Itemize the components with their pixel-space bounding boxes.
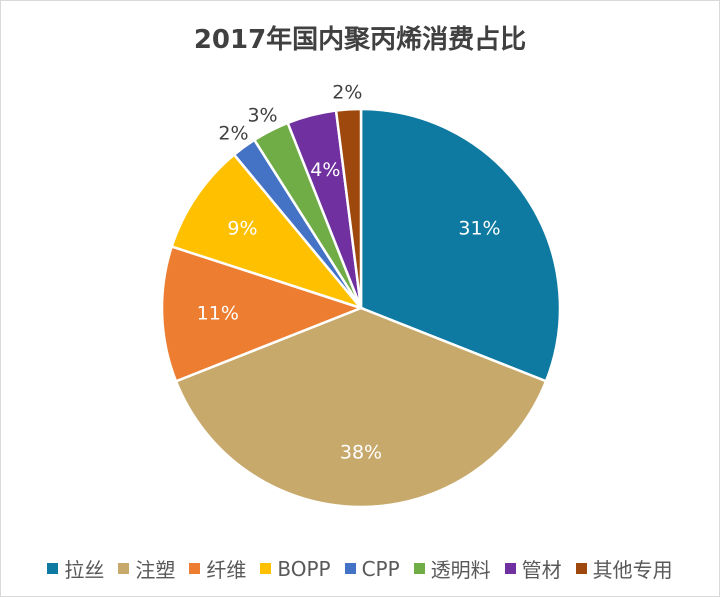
pie-slice-0	[359, 107, 562, 383]
legend-swatch	[504, 563, 516, 574]
legend-item-4: CPP	[344, 554, 400, 583]
legend-label: 管材	[521, 558, 562, 582]
legend-label: 其他专用	[592, 558, 673, 582]
legend-swatch	[118, 563, 130, 574]
legend-label: BOPP	[277, 556, 331, 581]
data-label-6: 4%	[310, 159, 340, 181]
data-label-0: 31%	[458, 217, 500, 239]
legend-item-7: 其他专用	[575, 554, 673, 583]
data-label-2: 11%	[197, 303, 239, 325]
data-label-3: 9%	[227, 217, 257, 239]
pie-slice-7	[334, 107, 363, 309]
legend-label: 拉丝	[64, 558, 105, 582]
legend-swatch	[344, 563, 356, 574]
legend-label: 注塑	[135, 558, 176, 582]
legend: 拉丝 注塑 纤维 BOPP CPP 透明料 管材 其他专用	[1, 554, 719, 583]
legend-item-3: BOPP	[260, 554, 331, 583]
legend-item-0: 拉丝	[47, 554, 104, 583]
legend-label: 透明料	[430, 558, 491, 582]
chart-title: 2017年国内聚丙烯消费占比	[193, 25, 527, 55]
data-label-4: 2%	[218, 123, 248, 145]
pie-slice-3	[170, 152, 365, 311]
data-label-5: 3%	[247, 105, 277, 127]
legend-item-5: 透明料	[413, 554, 491, 583]
legend-item-1: 注塑	[118, 554, 175, 583]
pie-slice-1	[174, 306, 548, 509]
legend-swatch	[189, 563, 201, 574]
legend-swatch	[260, 563, 272, 574]
data-label-1: 38%	[340, 441, 382, 463]
legend-item-6: 管材	[504, 554, 562, 583]
legend-item-2: 纤维	[189, 554, 246, 583]
legend-swatch	[47, 563, 59, 574]
legend-swatch	[575, 563, 587, 574]
legend-label: CPP	[361, 556, 400, 581]
data-label-7: 2%	[332, 82, 362, 104]
pie-slice-2	[160, 244, 365, 383]
legend-swatch	[413, 563, 425, 574]
legend-label: 纤维	[206, 558, 247, 582]
